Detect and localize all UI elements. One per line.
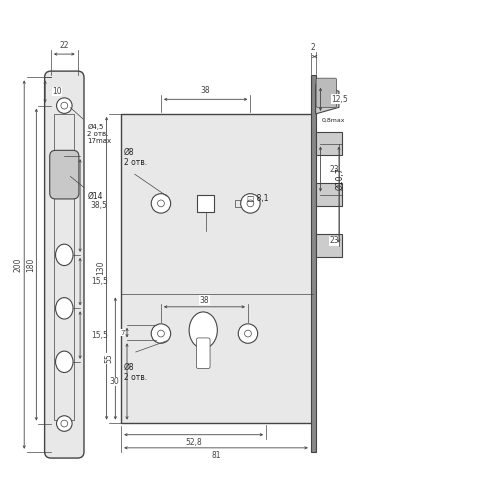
Bar — [311, 75, 316, 452]
Text: 52,8: 52,8 — [186, 438, 202, 447]
Text: 38: 38 — [201, 86, 210, 95]
Text: Ø14: Ø14 — [70, 176, 103, 201]
Text: 200: 200 — [14, 258, 23, 272]
Text: 38: 38 — [200, 296, 209, 304]
Circle shape — [151, 194, 171, 213]
Text: Ø4,5
2 отв.
17max: Ø4,5 2 отв. 17max — [70, 108, 112, 144]
Text: 12,5: 12,5 — [331, 95, 348, 104]
Ellipse shape — [189, 312, 218, 348]
FancyBboxPatch shape — [50, 150, 79, 199]
FancyBboxPatch shape — [196, 338, 210, 368]
Text: 81: 81 — [211, 451, 220, 460]
Bar — [316, 234, 342, 258]
Ellipse shape — [56, 244, 73, 266]
Bar — [235, 200, 242, 207]
Text: Ø8
2 отв.: Ø8 2 отв. — [124, 148, 146, 167]
Circle shape — [247, 200, 254, 207]
Circle shape — [61, 102, 68, 109]
Text: 10: 10 — [52, 87, 62, 96]
Circle shape — [151, 324, 171, 344]
Text: 130: 130 — [96, 261, 105, 276]
FancyBboxPatch shape — [44, 71, 84, 458]
Text: Ø10,7: Ø10,7 — [336, 167, 344, 190]
Circle shape — [240, 194, 260, 213]
Text: 55: 55 — [104, 354, 114, 364]
Text: 15,5: 15,5 — [91, 330, 108, 340]
Bar — [54, 114, 74, 420]
Bar — [316, 132, 342, 155]
Circle shape — [244, 330, 252, 337]
Bar — [121, 114, 313, 422]
Text: 15,5: 15,5 — [91, 277, 108, 286]
Text: 23: 23 — [329, 236, 339, 246]
Text: 23: 23 — [329, 164, 339, 173]
Text: 180: 180 — [26, 258, 35, 272]
Polygon shape — [316, 84, 339, 114]
Text: Ø8
2 отв.: Ø8 2 отв. — [124, 362, 146, 382]
Bar — [316, 183, 342, 206]
Circle shape — [56, 98, 72, 114]
Ellipse shape — [56, 298, 73, 319]
Circle shape — [61, 420, 68, 427]
Ellipse shape — [56, 351, 73, 372]
Text: 0,8max: 0,8max — [322, 118, 345, 123]
Circle shape — [158, 200, 164, 207]
Text: 30: 30 — [110, 377, 119, 386]
Circle shape — [56, 416, 72, 432]
Circle shape — [238, 324, 258, 344]
FancyBboxPatch shape — [316, 78, 336, 108]
Text: 22: 22 — [60, 41, 69, 50]
Text: 2: 2 — [311, 44, 316, 52]
Circle shape — [158, 330, 164, 337]
Text: 7: 7 — [120, 330, 124, 336]
Text: □ 8,1: □ 8,1 — [247, 194, 268, 203]
Bar — [198, 195, 214, 212]
Text: 38,5: 38,5 — [91, 201, 108, 210]
